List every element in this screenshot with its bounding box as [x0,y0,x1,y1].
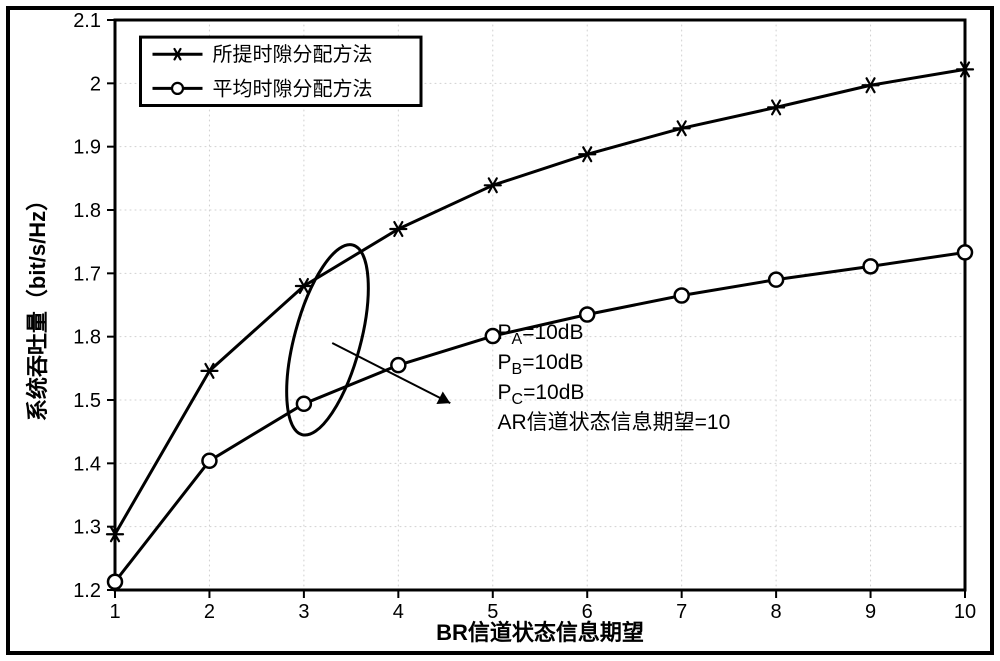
y-tick-label: 1.4 [73,453,101,475]
chart-canvas: 123456789101.21.31.41.51.81.71.81.922.1B… [10,10,990,651]
annotation-ellipse [270,236,385,443]
legend-label-1: 平均时隙分配方法 [213,77,373,100]
legend-label-0: 所提时隙分配方法 [213,43,373,66]
x-tick-label: 3 [298,601,309,623]
x-tick-label: 1 [109,601,120,623]
x-tick-label: 8 [771,601,782,623]
series-0 [107,62,973,541]
annotation-line-0: PA=10dB [498,321,584,348]
y-tick-label: 1.5 [73,390,101,412]
x-tick-label: 2 [204,601,215,623]
annotation-arrow-shaft [332,343,450,403]
y-tick-label: 2.1 [73,10,101,32]
y-tick-label: 1.3 [73,517,101,539]
y-tick-label: 1.9 [73,137,101,159]
annotation-line-3: AR信道状态信息期望=10 [498,411,731,434]
x-tick-label: 9 [865,601,876,623]
y-tick-label: 1.8 [73,200,101,222]
x-tick-label: 10 [954,601,976,623]
annotation-line-2: PC=10dB [498,381,585,408]
y-tick-label: 1.2 [73,580,101,602]
x-tick-label: 4 [393,601,404,623]
y-tick-label: 1.7 [73,263,101,285]
y-tick-label: 2 [90,73,101,95]
figure-outer-frame: 123456789101.21.31.41.51.81.71.81.922.1B… [6,6,994,655]
legend: 所提时隙分配方法平均时隙分配方法 [141,37,422,105]
y-tick-label: 1.8 [73,327,101,349]
annotation-line-1: PB=10dB [498,351,584,378]
x-axis-label: BR信道状态信息期望 [436,620,644,645]
y-axis-label: 系统吞吐量（bit/s/Hz） [25,189,50,421]
x-tick-label: 7 [676,601,687,623]
